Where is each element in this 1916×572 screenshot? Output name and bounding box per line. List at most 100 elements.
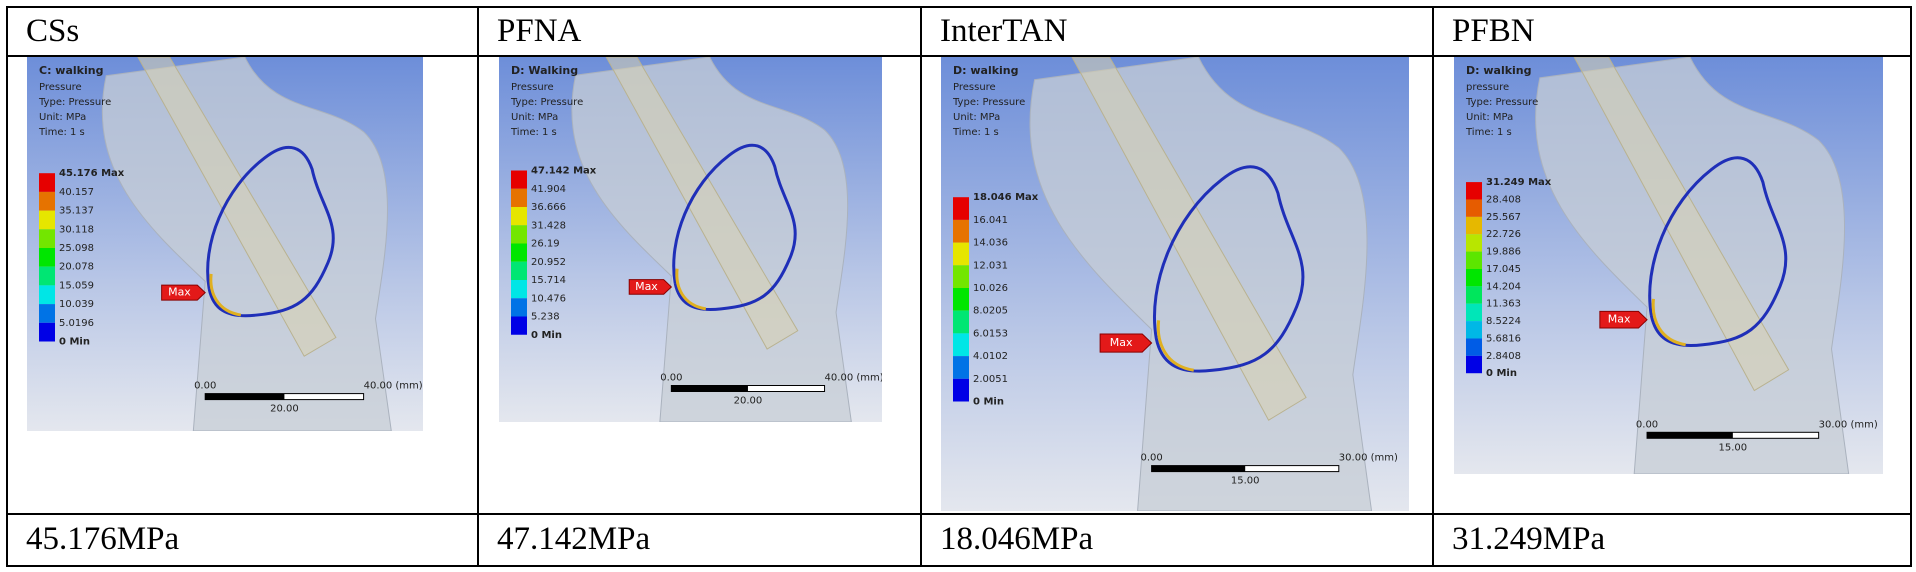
scale-bar: [1151, 465, 1246, 472]
scale-label: 0.00: [1636, 419, 1658, 430]
legend-swatch: [39, 248, 55, 267]
simulation-image: Max D: walking Pressure Type: Pressure Unit:…: [941, 57, 1409, 511]
legend-swatch: [953, 197, 969, 220]
result-info: Type: Pressure: [952, 97, 1025, 108]
legend-label: 2.0051: [973, 374, 1008, 385]
max-marker: [1599, 310, 1648, 329]
simulation-image: Max D: Walking Pressure Type: Pressure Unit:…: [499, 57, 882, 422]
table-rule: [920, 6, 922, 567]
legend-label: 47.142 Max: [531, 166, 597, 177]
legend-label: 26.19: [531, 239, 560, 250]
implant: [137, 57, 337, 357]
contour-hotspot: [1651, 298, 1686, 347]
result-info: Time: 1 s: [38, 127, 85, 138]
legend-swatch: [511, 261, 527, 280]
legend-swatch: [1466, 234, 1482, 252]
legend-label: 8.5224: [1486, 316, 1521, 327]
table-rule: [6, 6, 1912, 8]
contact-contour: [1153, 165, 1305, 373]
scale-label: 0.00: [194, 381, 216, 392]
table-rule: [1432, 6, 1434, 567]
result-info: Time: 1 s: [952, 127, 999, 138]
legend-swatch: [1466, 338, 1482, 356]
legend-label: 10.039: [59, 299, 94, 310]
result-info: Unit: MPa: [1466, 112, 1513, 123]
max-marker: [1099, 333, 1153, 353]
table-rule: [6, 565, 1912, 567]
simulation-image: Max C: walking Pressure Type: Pressure Unit:…: [27, 57, 423, 431]
legend-label: 11.363: [1486, 299, 1521, 310]
legend-label: 10.476: [531, 293, 566, 304]
legend-label: 28.408: [1486, 194, 1521, 205]
legend-label: 41.904: [531, 184, 566, 195]
legend-label: 31.428: [531, 220, 566, 231]
legend-label: 0 Min: [1486, 368, 1517, 379]
result-title: C: walking: [39, 64, 103, 77]
contact-contour: [206, 146, 335, 318]
legend-swatch: [1466, 286, 1482, 304]
scale-label: 20.00: [734, 396, 763, 407]
legend-label: 25.567: [1486, 212, 1521, 223]
result-info: pressure: [1466, 82, 1509, 93]
legend-label: 15.059: [59, 280, 94, 291]
result-title: D: Walking: [511, 64, 578, 77]
legend-swatch: [39, 266, 55, 286]
result-info: Time: 1 s: [1465, 127, 1512, 138]
legend-swatch: [953, 242, 969, 266]
legend-label: 35.137: [59, 206, 94, 217]
legend-label: 14.204: [1486, 281, 1521, 292]
scale-label: 40.00 (mm): [364, 381, 423, 392]
contour-hotspot: [675, 268, 707, 311]
column-header: InterTAN: [940, 13, 1068, 49]
scale-bar: [1647, 432, 1733, 439]
legend-swatch: [1466, 251, 1482, 269]
legend-swatch: [39, 210, 55, 230]
legend-label: 16.041: [973, 215, 1008, 226]
legend-swatch: [953, 219, 969, 243]
scale-label: 15.00: [1231, 476, 1260, 487]
legend-label: 6.0153: [973, 328, 1008, 339]
legend-label: 5.0196: [59, 318, 94, 329]
legend-label: 0 Min: [973, 397, 1004, 408]
max-label: Max: [635, 280, 658, 293]
contour-hotspot: [209, 273, 242, 317]
scale-label: 40.00 (mm): [825, 373, 882, 384]
scale-label: 15.00: [1719, 442, 1748, 453]
scale-label: 30.00 (mm): [1339, 453, 1398, 464]
legend-swatch: [953, 333, 969, 357]
max-marker: [628, 279, 673, 295]
table-rule: [6, 55, 1912, 57]
legend-swatch: [953, 378, 969, 402]
legend-swatch: [39, 173, 55, 192]
legend-swatch: [511, 243, 527, 262]
legend-label: 0 Min: [531, 330, 562, 341]
column-header: CSs: [26, 13, 80, 49]
legend-swatch: [39, 285, 55, 305]
legend-label: 18.046 Max: [973, 192, 1039, 203]
legend-swatch: [1466, 355, 1482, 374]
legend-swatch: [953, 288, 969, 311]
table-rule: [1910, 6, 1912, 567]
legend-swatch: [1466, 199, 1482, 217]
legend-label: 4.0102: [973, 351, 1008, 362]
contact-contour: [1648, 156, 1788, 348]
legend-label: 10.026: [973, 283, 1008, 294]
legend-label: 40.157: [59, 187, 94, 198]
result-info: Pressure: [39, 82, 82, 93]
max-label: Max: [168, 286, 191, 299]
max-label: Max: [1110, 336, 1133, 349]
legend-swatch: [39, 229, 55, 248]
legend-label: 30.118: [59, 224, 94, 235]
result-info: Pressure: [511, 82, 554, 93]
legend-label: 36.666: [531, 202, 566, 213]
legend-swatch: [1466, 216, 1482, 235]
table-rule: [6, 513, 1912, 515]
result-value: 47.142MPa: [497, 521, 651, 557]
implant: [1071, 57, 1307, 421]
legend-swatch: [1466, 303, 1482, 322]
result-title: D: walking: [953, 64, 1019, 77]
contact-contour: [672, 143, 797, 312]
legend-swatch: [39, 304, 55, 323]
result-info: Time: 1 s: [510, 127, 557, 138]
legend-label: 8.0205: [973, 306, 1008, 317]
